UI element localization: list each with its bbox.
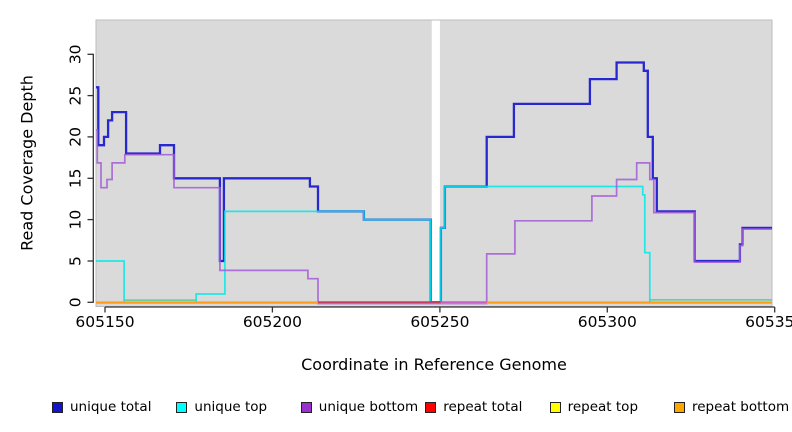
legend: unique total unique top unique bottom repea…: [0, 399, 792, 427]
legend-item-repeat-total: repeat total: [425, 399, 522, 415]
legend-label-unique-bottom: unique bottom: [318, 399, 419, 415]
legend-label-repeat-bottom: repeat bottom: [692, 399, 790, 415]
legend-label-unique-top: unique top: [194, 399, 268, 415]
x-tick-label: 605300: [578, 313, 637, 331]
y-tick-label: 30: [67, 44, 85, 64]
x-tick-label: 605200: [243, 313, 302, 331]
repeat-total-swatch: [425, 401, 437, 413]
x-axis-title: Coordinate in Reference Genome: [301, 355, 567, 374]
x-tick-label: 605150: [75, 313, 134, 331]
legend-item-unique-total: unique total: [52, 399, 151, 415]
y-tick-label: 10: [67, 210, 85, 230]
legend-label-repeat-top: repeat top: [567, 399, 639, 415]
y-tick-label: 20: [67, 127, 85, 147]
legend-label-repeat-total: repeat total: [443, 399, 523, 415]
y-axis-title: Read Coverage Depth: [17, 75, 37, 251]
coverage-gap-band: [431, 20, 440, 303]
series-unique-bottom: [96, 129, 772, 305]
unique-total-swatch: [52, 401, 63, 413]
y-tick-label: 5: [67, 256, 85, 266]
legend-item-unique-top: unique top: [176, 399, 267, 415]
y-tick-label: 25: [67, 86, 85, 106]
legend-item-repeat-top: repeat top: [549, 399, 639, 415]
legend-item-repeat-bottom: repeat bottom: [674, 399, 789, 415]
x-tick-label: 605250: [410, 313, 469, 331]
legend-label-unique-total: unique total: [70, 399, 152, 415]
unique-bottom-swatch: [300, 401, 312, 413]
repeat-top-swatch: [549, 401, 561, 413]
repeat-bottom-swatch: [674, 401, 685, 413]
y-tick-label: 15: [67, 168, 85, 188]
y-tick-label: 0: [67, 297, 85, 307]
legend-item-unique-bottom: unique bottom: [300, 399, 419, 415]
unique-top-swatch: [176, 401, 188, 413]
